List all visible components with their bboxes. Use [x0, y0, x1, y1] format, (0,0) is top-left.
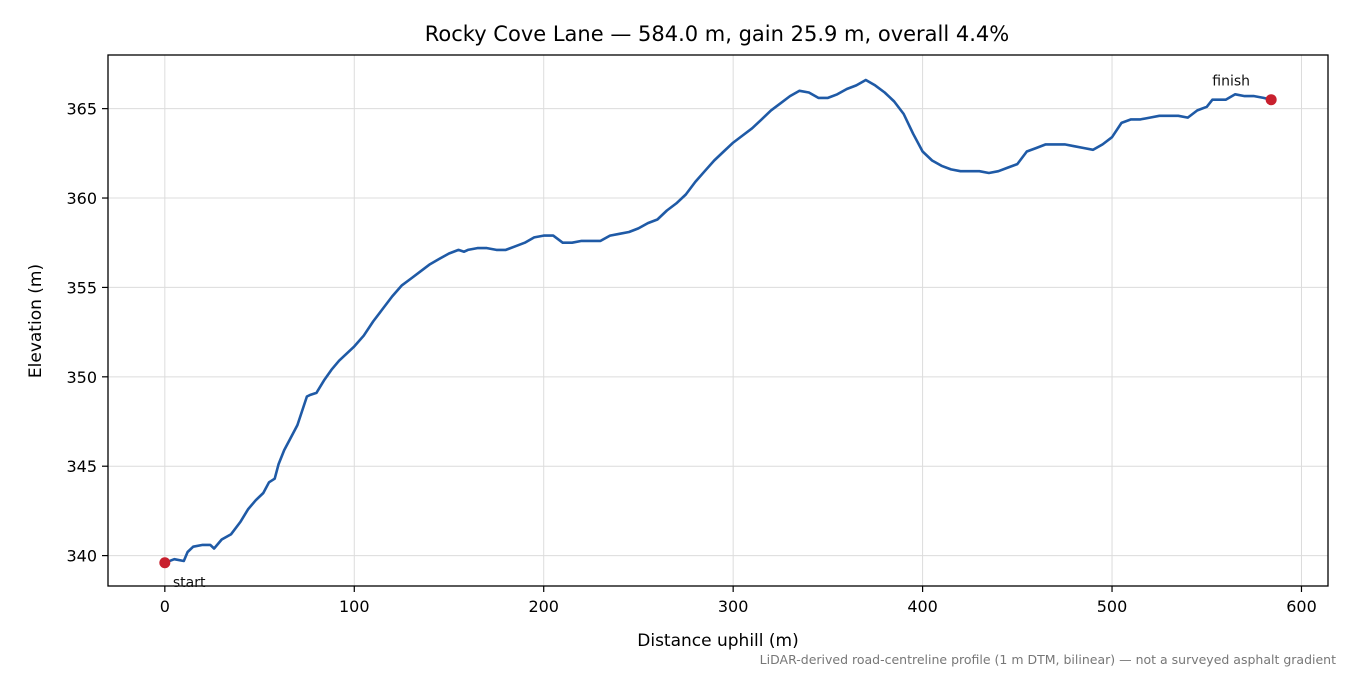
- x-tick-label-0: 0: [160, 597, 170, 616]
- footnote: LiDAR-derived road-centreline profile (1…: [760, 652, 1336, 667]
- y-tick-label-4: 360: [66, 189, 97, 208]
- x-axis-label: Distance uphill (m): [637, 631, 798, 651]
- y-axis-label: Elevation (m): [26, 264, 46, 378]
- y-tick-label-2: 350: [66, 368, 97, 387]
- x-tick-label-1: 100: [339, 597, 370, 616]
- x-tick-label-5: 500: [1097, 597, 1128, 616]
- y-tick-label-0: 340: [66, 547, 97, 566]
- y-tick-label-5: 365: [66, 100, 97, 119]
- annotation-start: start: [173, 575, 206, 591]
- marker-finish: [1265, 94, 1277, 106]
- grid: [108, 55, 1328, 586]
- annotation-finish: finish: [1212, 74, 1250, 90]
- x-tick-label-6: 600: [1286, 597, 1317, 616]
- elevation-line: [163, 78, 1273, 565]
- endpoint-markers: start finish: [159, 74, 1277, 591]
- marker-start: [159, 557, 171, 569]
- x-tick-label-3: 300: [718, 597, 749, 616]
- x-tick-label-4: 400: [907, 597, 938, 616]
- axis-ticks: 0 100 200 300 400 500 600 340 345 350 355 360 365: [66, 100, 1316, 616]
- y-tick-label-3: 355: [66, 278, 97, 297]
- plot-frame: [107, 54, 1329, 587]
- x-tick-label-2: 200: [528, 597, 559, 616]
- y-tick-label-1: 345: [66, 457, 97, 476]
- chart-title: Rocky Cove Lane — 584.0 m, gain 25.9 m, …: [425, 22, 1010, 46]
